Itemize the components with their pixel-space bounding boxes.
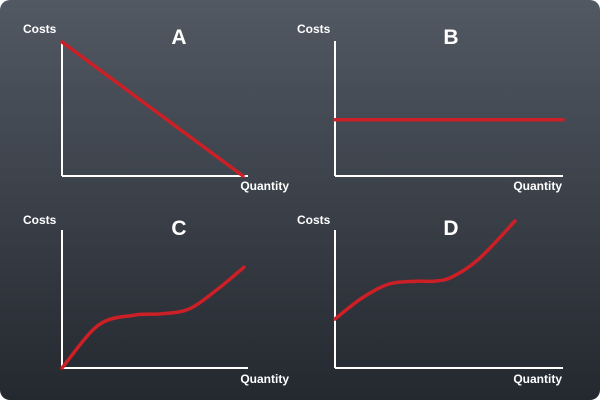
panel-a-letter: A	[171, 26, 186, 49]
panel-b-y-label: Costs	[297, 22, 331, 36]
panel-c-x-label: Quantity	[240, 372, 289, 386]
panel-c-cost-curve	[60, 265, 246, 370]
panel-a-cost-curve	[60, 40, 245, 178]
panel-d: Costs Quantity D	[297, 213, 563, 386]
panel-a-y-label: Costs	[23, 22, 57, 36]
panel-c: Costs Quantity C	[23, 213, 289, 386]
panel-d-cost-curve	[333, 219, 517, 321]
panel-d-y-label: Costs	[297, 213, 331, 227]
panel-a-x-label: Quantity	[240, 179, 289, 193]
panel-b-letter: B	[443, 26, 458, 49]
panel-b: Costs Quantity B	[297, 22, 565, 193]
panel-a: Costs Quantity A	[23, 22, 289, 193]
panel-d-letter: D	[443, 217, 458, 240]
panel-c-letter: C	[171, 217, 186, 240]
panel-c-y-label: Costs	[23, 213, 57, 227]
panel-b-x-label: Quantity	[513, 179, 562, 193]
panel-d-x-label: Quantity	[513, 372, 562, 386]
